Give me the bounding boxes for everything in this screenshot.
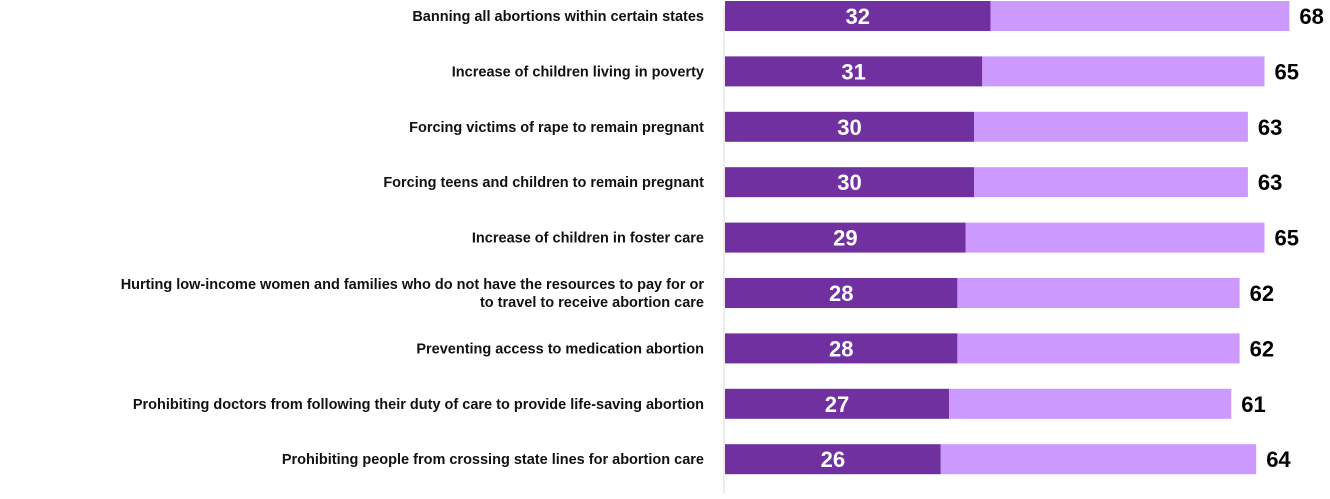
- bar-total-label: 65: [1275, 59, 1299, 84]
- bar-segment-dark: [725, 278, 958, 308]
- bar-segment-light: [957, 278, 1240, 308]
- bar-total-label: 61: [1241, 392, 1265, 417]
- bar-segment-light: [949, 388, 1232, 419]
- bar-total-label: 68: [1299, 4, 1323, 29]
- bar-segment-dark: [725, 1, 991, 31]
- category-label: Increase of children in foster care: [472, 231, 704, 247]
- category-label: Prohibiting doctors from following their…: [133, 397, 704, 413]
- bar-segment-dark: [725, 444, 941, 475]
- bar-segment-light: [974, 111, 1248, 142]
- bar-value-label: 30: [837, 170, 861, 195]
- bar-total-label: 63: [1258, 115, 1282, 140]
- bar-value-label: 32: [846, 4, 870, 29]
- bar-total-label: 63: [1258, 170, 1282, 195]
- category-label: to travel to receive abortion care: [480, 295, 704, 311]
- bar-value-label: 28: [829, 336, 853, 361]
- category-label: Preventing access to medication abortion: [416, 341, 704, 357]
- bar-segment-dark: [725, 333, 958, 364]
- bar-segment-light: [965, 222, 1265, 253]
- category-label: Increase of children living in poverty: [452, 64, 704, 80]
- bar-value-label: 29: [833, 226, 857, 251]
- bar-value-label: 30: [837, 115, 861, 140]
- bar-total-label: 62: [1250, 336, 1274, 361]
- category-label: Prohibiting people from crossing state l…: [282, 452, 704, 468]
- category-label: Banning all abortions within certain sta…: [412, 9, 704, 25]
- bar-segment-light: [940, 444, 1257, 475]
- bar-value-label: 26: [821, 447, 845, 472]
- category-label: Forcing teens and children to remain pre…: [383, 175, 704, 191]
- bar-segment-light: [990, 1, 1290, 31]
- bar-total-label: 64: [1266, 447, 1291, 472]
- category-label: Forcing victims of rape to remain pregna…: [409, 120, 704, 136]
- bar-segment-dark: [725, 222, 966, 253]
- bar-segment-dark: [725, 111, 974, 142]
- bar-segment-light: [982, 56, 1265, 87]
- category-label: Hurting low-income women and families wh…: [121, 277, 705, 293]
- bar-segment-dark: [725, 167, 974, 198]
- bar-total-label: 62: [1250, 281, 1274, 306]
- bar-value-label: 31: [841, 59, 865, 84]
- bar-segment-dark: [725, 56, 983, 87]
- bar-value-label: 28: [829, 281, 853, 306]
- bar-segment-dark: [725, 388, 950, 419]
- bar-value-label: 27: [825, 392, 849, 417]
- bar-total-label: 65: [1275, 226, 1299, 251]
- bar-segment-light: [957, 333, 1240, 364]
- bar-segment-light: [974, 167, 1248, 198]
